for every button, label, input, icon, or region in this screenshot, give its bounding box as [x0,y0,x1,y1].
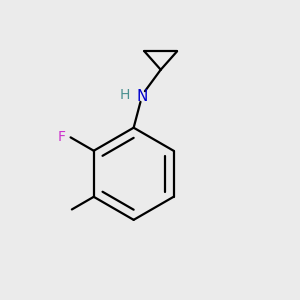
Text: F: F [57,130,65,144]
Text: H: H [119,88,130,102]
Text: N: N [136,89,148,104]
